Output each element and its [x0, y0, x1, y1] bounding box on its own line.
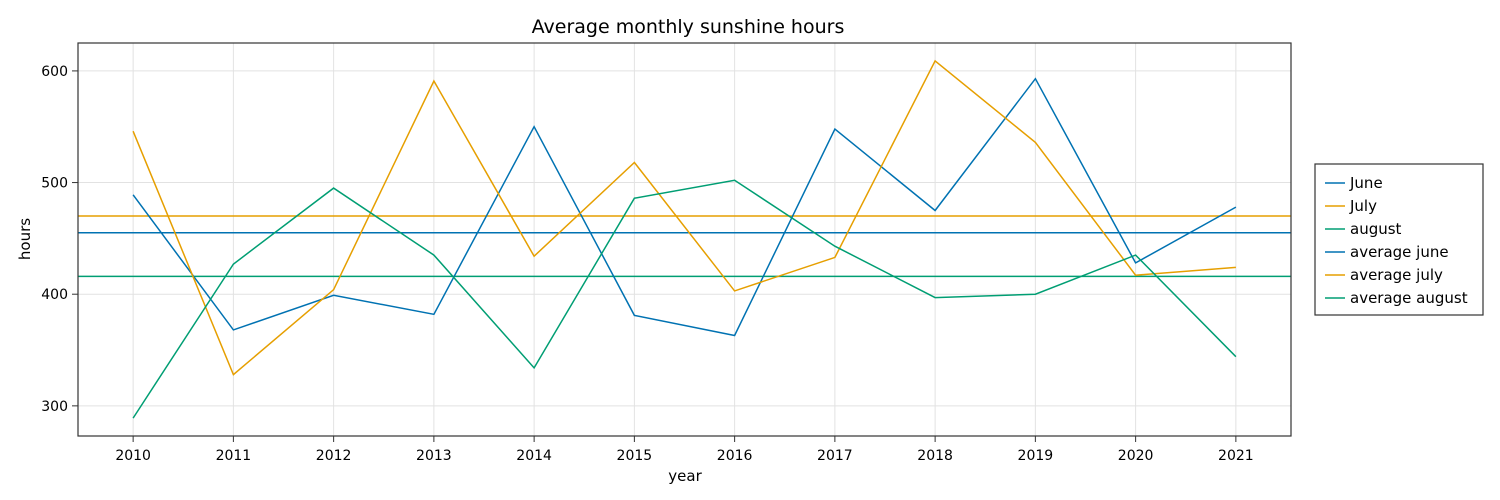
- x-tick-label: 2018: [917, 448, 953, 464]
- legend-label: June: [1349, 174, 1383, 192]
- x-tick-label: 2014: [516, 448, 552, 464]
- y-tick-label: 300: [41, 399, 68, 415]
- x-tick-label: 2012: [316, 448, 352, 464]
- legend-label: average august: [1350, 289, 1468, 307]
- x-axis-title: year: [668, 467, 702, 485]
- legend-label: July: [1349, 197, 1377, 215]
- x-tick-label: 2010: [115, 448, 151, 464]
- x-tick-label: 2019: [1018, 448, 1054, 464]
- x-tick-label: 2017: [817, 448, 853, 464]
- y-tick-label: 400: [41, 287, 68, 303]
- series-august-line: [132, 179, 1237, 419]
- x-tick-label: 2016: [717, 448, 753, 464]
- y-tick-label: 500: [41, 176, 68, 192]
- y-axis-ticks: 300 400 500 600: [41, 64, 78, 415]
- average-lines: [78, 215, 1291, 278]
- x-tick-label: 2020: [1118, 448, 1154, 464]
- grid: [78, 43, 1291, 436]
- chart-title: Average monthly sunshine hours: [532, 16, 845, 38]
- y-axis-title: hours: [16, 218, 34, 260]
- legend-box: [1314, 163, 1484, 316]
- x-axis-ticks: 2010 2011 2012 2013 2014 2015 2016 2017 2018 2019…: [115, 436, 1254, 464]
- series-july-line: [132, 59, 1236, 376]
- x-tick-label: 2021: [1218, 448, 1254, 464]
- x-tick-label: 2011: [216, 448, 252, 464]
- x-tick-label: 2013: [416, 448, 452, 464]
- x-tick-label: 2015: [617, 448, 653, 464]
- series-june-line: [132, 77, 1237, 337]
- series-lines: [132, 59, 1237, 419]
- y-tick-label: 600: [41, 64, 68, 80]
- plot-frame: [77, 42, 1292, 437]
- legend-label: average july: [1350, 266, 1443, 284]
- legend-label: august: [1350, 220, 1402, 238]
- legend-label: average june: [1350, 243, 1449, 261]
- legend: June July august average june average july av…: [1314, 163, 1484, 316]
